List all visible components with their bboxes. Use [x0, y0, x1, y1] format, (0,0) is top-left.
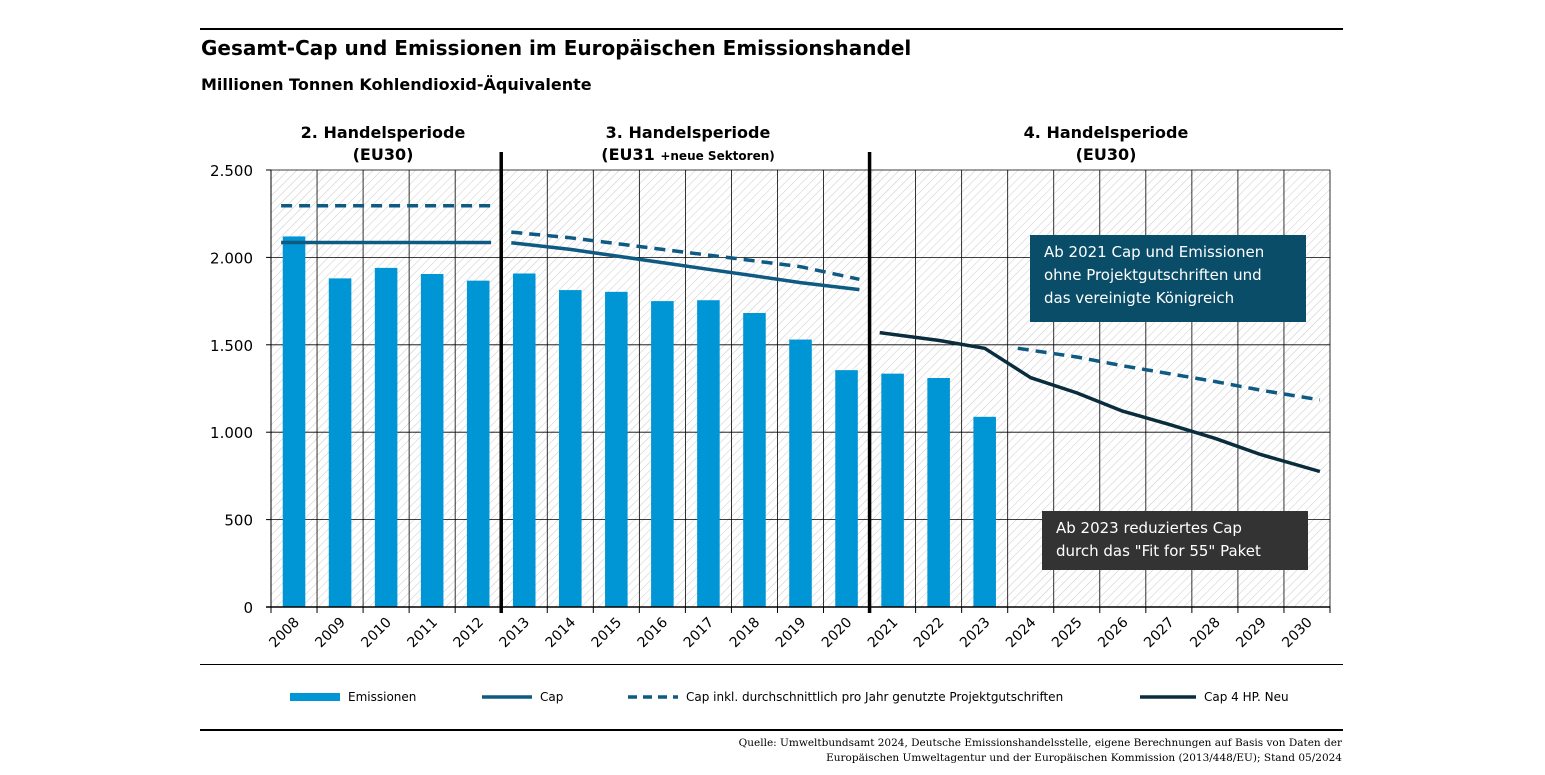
period-label-2-line1: 2. Handelsperiode — [300, 123, 466, 142]
bar-emissionen-2023 — [973, 416, 996, 607]
legend-label-cap-credits: Cap inkl. durchschnittlich pro Jahr genu… — [686, 690, 1064, 704]
bar-emissionen-2014 — [559, 290, 582, 607]
legend-item-emissionen: Emissionen — [290, 688, 416, 706]
x-tick-label-2029: 2029 — [1233, 615, 1270, 652]
period-label-2-line2: (EU30) — [352, 145, 414, 164]
period-label-3-line2: (EU31 — [601, 145, 655, 164]
line-series-1-segment-2 — [1017, 346, 1321, 402]
bar-emissionen-2016 — [651, 301, 674, 607]
legend-item-cap: Cap — [482, 688, 563, 706]
x-tick-label-2019: 2019 — [773, 615, 810, 652]
period-label-4-line2: (EU30) — [1075, 145, 1137, 164]
x-tick-label-2015: 2015 — [589, 615, 626, 652]
bar-emissionen-2022 — [927, 378, 950, 607]
x-tick-label-2008: 2008 — [266, 615, 303, 652]
period-label-3-line2-small: +neue Sektoren) — [660, 149, 775, 163]
x-tick-label-2024: 2024 — [1003, 614, 1040, 651]
period-label-4: 4. Handelsperiode (EU30) — [1006, 122, 1206, 166]
annotation-2023-line1: Ab 2023 reduziertes Cap — [1056, 519, 1242, 537]
x-tick-label-2017: 2017 — [681, 615, 718, 652]
legend-item-cap-credits: Cap inkl. durchschnittlich pro Jahr genu… — [628, 688, 1063, 706]
line-series-0-segment-1 — [511, 240, 860, 292]
top-rule — [200, 28, 1343, 30]
legend-top-rule — [200, 664, 1343, 665]
bar-emissionen-2013 — [512, 273, 536, 607]
period-label-3: 3. Handelsperiode (EU31 +neue Sektoren) — [573, 122, 803, 167]
line-series-2-segment-0 — [879, 330, 1321, 474]
y-tick-label: 500 — [224, 512, 253, 530]
annotation-2021-line3: das vereinigte Königreich — [1044, 289, 1235, 307]
bar-emissionen-2020 — [835, 370, 858, 607]
legend-label-cap-new: Cap 4 HP. Neu — [1204, 690, 1289, 704]
source-line1: Quelle: Umweltbundsamt 2024, Deutsche Em… — [738, 737, 1342, 749]
x-tick-label-2020: 2020 — [819, 615, 856, 652]
x-tick-label-2012: 2012 — [451, 615, 488, 652]
bar-emissionen-2008 — [282, 236, 306, 607]
x-tick-label-2023: 2023 — [957, 615, 994, 652]
annotation-2021-line1: Ab 2021 Cap und Emissionen — [1044, 243, 1265, 261]
legend-label-cap: Cap — [540, 690, 564, 704]
legend-dashed-line-swatch — [628, 695, 678, 699]
bar-emissionen-2011 — [420, 274, 444, 607]
x-tick-label-2018: 2018 — [727, 615, 764, 652]
bar-emissionen-2021 — [881, 373, 904, 607]
x-tick-label-2028: 2028 — [1187, 615, 1224, 652]
period-label-2: 2. Handelsperiode (EU30) — [283, 122, 483, 166]
x-tick-label-2026: 2026 — [1095, 614, 1132, 651]
source-line2: Europäischen Umweltagentur und der Europ… — [826, 752, 1342, 764]
chart-title: Gesamt-Cap und Emissionen im Europäische… — [201, 36, 912, 60]
x-tick-label-2030: 2030 — [1279, 615, 1316, 652]
legend-dark-line-swatch — [1140, 695, 1196, 699]
bar-emissionen-2018 — [743, 312, 766, 607]
x-tick-label-2025: 2025 — [1049, 615, 1086, 652]
annotation-2021-line2: ohne Projektgutschriften und — [1044, 266, 1262, 284]
annotation-2023-line2: durch das "Fit for 55" Paket — [1056, 542, 1261, 560]
bar-emissionen-2017 — [697, 300, 720, 607]
legend-bar-swatch — [290, 693, 340, 701]
bar-emissionen-2019 — [789, 339, 812, 607]
period-label-4-line1: 4. Handelsperiode — [1023, 123, 1189, 142]
legend-item-cap-new: Cap 4 HP. Neu — [1140, 688, 1289, 706]
annotation-box-2021: Ab 2021 Cap und Emissionen ohne Projektg… — [1030, 235, 1306, 322]
x-tick-label-2009: 2009 — [312, 615, 349, 652]
legend-solid-line-swatch — [482, 695, 532, 699]
x-tick-label-2027: 2027 — [1141, 615, 1178, 652]
bar-emissionen-2012 — [466, 280, 490, 607]
period-label-3-line1: 3. Handelsperiode — [605, 123, 771, 142]
x-tick-label-2010: 2010 — [358, 615, 395, 652]
legend-label-emissionen: Emissionen — [348, 690, 417, 704]
chart-subtitle: Millionen Tonnen Kohlendioxid-Äquivalent… — [201, 75, 592, 94]
y-tick-label: 1.000 — [210, 424, 253, 442]
y-tick-label: 2.500 — [210, 162, 253, 180]
bar-emissionen-2015 — [605, 291, 628, 607]
y-tick-label: 1.500 — [210, 337, 253, 355]
y-tick-label: 2.000 — [210, 249, 253, 267]
bar-emissionen-2009 — [328, 278, 352, 607]
x-tick-label-2011: 2011 — [404, 615, 441, 652]
bar-emissionen-2010 — [374, 267, 398, 607]
x-tick-label-2021: 2021 — [865, 615, 902, 652]
x-tick-label-2016: 2016 — [635, 614, 672, 651]
x-tick-label-2022: 2022 — [911, 615, 948, 652]
x-tick-label-2014: 2014 — [543, 614, 580, 651]
source-note: Quelle: Umweltbundsamt 2024, Deutsche Em… — [739, 736, 1342, 766]
x-tick-label-2013: 2013 — [497, 615, 534, 652]
source-top-rule — [200, 729, 1343, 731]
annotation-box-2023: Ab 2023 reduziertes Cap durch das "Fit f… — [1042, 511, 1308, 570]
y-tick-label: 0 — [243, 599, 253, 617]
